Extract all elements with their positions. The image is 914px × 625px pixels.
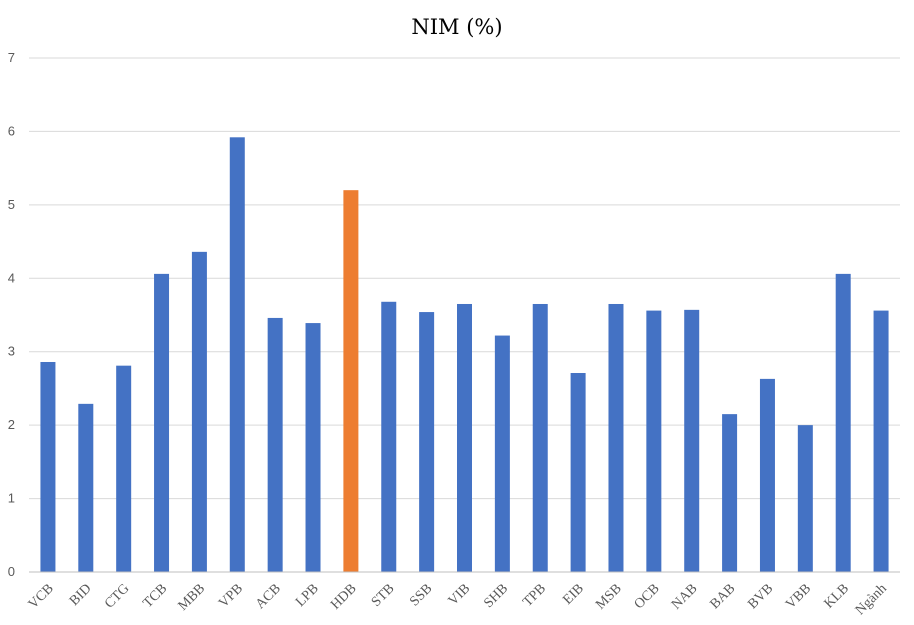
bar-acb — [267, 317, 283, 572]
x-tick-label: TPB — [520, 581, 549, 610]
bar-eib — [570, 373, 586, 572]
x-tick-label: LPB — [293, 581, 322, 610]
x-tick-label: OCB — [632, 581, 663, 612]
x-tick-label: ACB — [253, 581, 284, 612]
x-tick-label: TCB — [141, 581, 171, 611]
bar-msb — [608, 303, 624, 572]
y-tick-label: 4 — [8, 270, 15, 285]
x-axis-tick-labels: VCB BID CTG TCB MBB VPB ACB LPB HDB STB SSB VIB SHB T… — [26, 581, 890, 618]
bar-ssb — [419, 312, 435, 572]
x-tick-label: HDB — [328, 581, 360, 613]
bars — [40, 137, 889, 572]
x-tick-label: BVB — [745, 581, 776, 612]
x-tick-label: MSB — [593, 581, 625, 613]
x-tick-label: SSB — [407, 581, 435, 609]
bar-hdb — [343, 190, 359, 572]
y-tick-label: 6 — [8, 123, 15, 138]
y-tick-label: 1 — [8, 491, 15, 506]
x-tick-label: VPB — [216, 581, 246, 611]
bar-nab — [684, 309, 700, 572]
x-tick-label: BAB — [707, 581, 738, 612]
x-tick-label: EIB — [560, 581, 587, 608]
x-tick-label: BID — [67, 581, 95, 609]
bar-tpb — [532, 303, 548, 572]
x-tick-label: NAB — [669, 581, 701, 613]
bar-vpb — [229, 137, 245, 572]
x-tick-label: MBB — [176, 581, 209, 614]
bar-bvb — [759, 378, 775, 572]
x-tick-label: Ngành — [853, 581, 890, 618]
bar-vib — [457, 303, 472, 572]
bar-vbb — [797, 425, 813, 572]
y-tick-label: 0 — [8, 564, 15, 579]
bar-klb — [835, 273, 851, 572]
bar-bab — [722, 414, 738, 572]
y-tick-label: 3 — [8, 344, 15, 359]
bar-stb — [381, 301, 397, 572]
x-tick-label: VBB — [783, 581, 814, 612]
x-tick-label: CTG — [102, 581, 132, 611]
x-tick-label: STB — [369, 581, 398, 610]
y-axis-tick-labels: 0 1 2 3 4 5 6 7 — [8, 50, 15, 579]
bar-lpb — [305, 323, 321, 572]
x-tick-label: KLB — [822, 581, 852, 611]
y-tick-label: 5 — [8, 197, 15, 212]
x-tick-label: SHB — [481, 581, 511, 611]
bar-tcb — [154, 273, 170, 572]
x-tick-label: VCB — [26, 581, 57, 612]
bar-vcb — [40, 361, 56, 572]
bar-ocb — [646, 310, 662, 572]
bar-ngành — [873, 310, 889, 572]
bar-ctg — [116, 365, 132, 572]
bar-bid — [78, 403, 94, 572]
x-tick-label: VIB — [446, 581, 474, 609]
chart-title: NIM (%) — [411, 15, 502, 39]
bar-mbb — [191, 251, 207, 572]
y-tick-label: 2 — [8, 417, 15, 432]
bar-shb — [494, 335, 510, 572]
y-tick-label: 7 — [8, 50, 15, 65]
